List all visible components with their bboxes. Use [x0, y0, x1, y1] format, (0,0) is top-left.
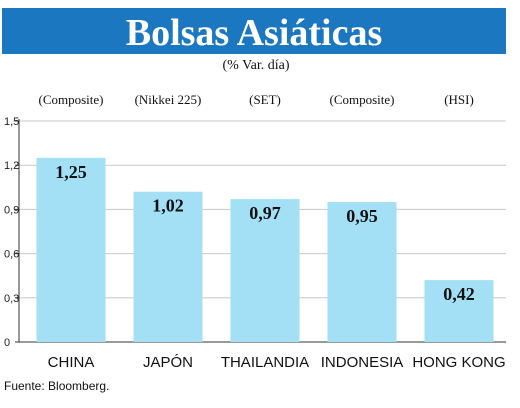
bar [327, 202, 397, 342]
index-name-label: (Composite) [330, 92, 395, 107]
index-name-label: (SET) [249, 92, 281, 107]
y-tick-label: 0,9 [4, 204, 19, 216]
bar-value-label: 0,95 [346, 206, 378, 226]
category-label: CHINA [48, 354, 95, 371]
chart-title: Bolsas Asiáticas [125, 12, 383, 54]
category-label: HONG KONG [412, 354, 505, 371]
bar-value-label: 0,42 [443, 284, 475, 304]
y-tick-label: 1,5 [4, 116, 19, 128]
y-tick-label: 0,6 [4, 249, 19, 261]
y-tick-label: 0 [4, 337, 10, 349]
category-label: INDONESIA [321, 354, 404, 371]
bar [230, 199, 300, 342]
source-note: Fuente: Bloomberg. [4, 379, 110, 393]
index-name-label: (Composite) [39, 92, 104, 107]
y-tick-label: 1,2 [4, 160, 19, 172]
bar [36, 157, 106, 342]
title-bar: Bolsas Asiáticas [2, 8, 506, 54]
index-name-label: (HSI) [444, 92, 474, 107]
y-tick-label: 0,3 [4, 293, 19, 305]
index-name-label: (Nikkei 225) [135, 92, 202, 107]
category-label: THAILANDIA [221, 354, 309, 371]
category-label: JAPÓN [143, 354, 193, 371]
bar [133, 191, 203, 342]
bar-value-label: 0,97 [249, 203, 281, 223]
bar-value-label: 1,25 [55, 162, 87, 182]
bar [424, 280, 494, 342]
chart-subtitle: (% Var. día) [222, 58, 290, 73]
bar-value-label: 1,02 [152, 196, 184, 216]
